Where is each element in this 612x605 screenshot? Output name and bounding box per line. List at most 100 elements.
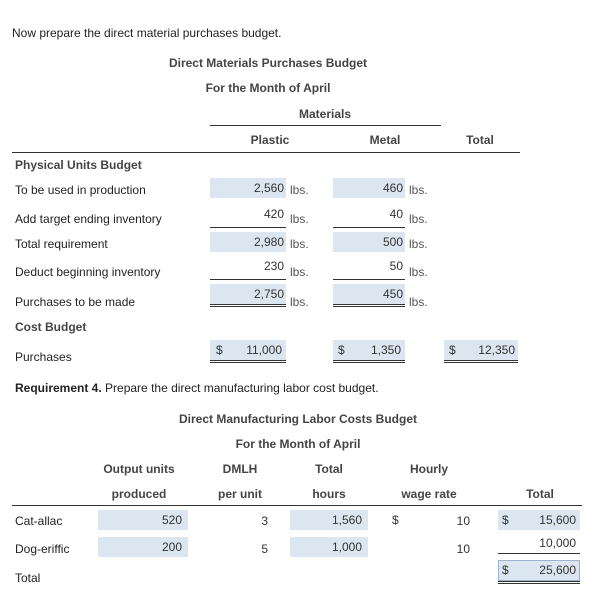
plastic-total-req-field[interactable] xyxy=(210,232,286,252)
double-underline xyxy=(210,304,286,307)
dogeriffic-units-field[interactable] xyxy=(98,537,188,557)
currency-symbol: $ xyxy=(338,343,345,357)
currency-symbol: $ xyxy=(502,513,509,527)
metal-cost-value: 1,350 xyxy=(370,343,401,357)
plastic-purchases-value: 2,750 xyxy=(253,287,284,301)
catallac-total-value: 15,600 xyxy=(539,513,576,527)
materials-budget-title: Direct Materials Purchases Budget xyxy=(168,56,368,70)
subtotal-line xyxy=(333,227,405,228)
unit-label: lbs. xyxy=(290,212,309,226)
metal-ending-value: 40 xyxy=(389,207,403,221)
intro-text: Now prepare the direct material purchase… xyxy=(12,26,282,40)
row-label: Total xyxy=(15,571,41,585)
catallac-total-field[interactable] xyxy=(498,510,580,530)
catallac-hours-value: 1,560 xyxy=(331,513,362,527)
labor-budget-subtitle: For the Month of April xyxy=(235,437,361,451)
row-label: Add target ending inventory xyxy=(15,212,162,226)
grand-total-value: 25,600 xyxy=(539,563,576,577)
metal-used-value: 460 xyxy=(382,181,403,195)
metal-total-req-field[interactable] xyxy=(333,232,405,252)
catallac-hours-field[interactable] xyxy=(290,510,368,530)
col-header-dmlh: DMLH xyxy=(222,462,258,476)
unit-label: lbs. xyxy=(290,237,309,251)
total-cost-field[interactable] xyxy=(444,340,518,360)
materials-group-header: Materials xyxy=(298,107,352,121)
plastic-beginning-value: 230 xyxy=(263,259,284,273)
col-header-metal: Metal xyxy=(369,133,401,147)
dogeriffic-hours-field[interactable] xyxy=(290,537,368,557)
col-header-total: Total xyxy=(466,133,494,147)
metal-purchases-value: 450 xyxy=(382,287,403,301)
dogeriffic-total-value: 10,000 xyxy=(539,536,576,550)
catallac-wage-value: 10 xyxy=(456,514,470,528)
unit-label: lbs. xyxy=(409,237,428,251)
currency-symbol: $ xyxy=(216,343,223,357)
col-header-produced: produced xyxy=(111,487,167,501)
double-underline xyxy=(498,581,580,584)
col-header-hourly: Hourly xyxy=(409,462,448,476)
col-header-output-units: Output units xyxy=(103,462,175,476)
double-underline xyxy=(333,360,405,363)
metal-cost-field[interactable] xyxy=(333,340,405,360)
row-label: Deduct beginning inventory xyxy=(15,265,161,279)
unit-label: lbs. xyxy=(409,212,428,226)
row-label: Purchases xyxy=(15,350,72,364)
row-label: Cat-allac xyxy=(15,514,63,528)
currency-symbol: $ xyxy=(449,343,456,357)
metal-total-req-value: 500 xyxy=(382,235,403,249)
metal-beginning-value: 50 xyxy=(389,259,403,273)
catallac-units-field[interactable] xyxy=(98,510,188,530)
row-label: Purchases to be made xyxy=(15,295,136,309)
subtotal-line xyxy=(333,279,405,280)
requirement-4-text: Requirement 4. Prepare the direct manufa… xyxy=(15,381,379,395)
double-underline xyxy=(210,360,286,363)
unit-label: lbs. xyxy=(409,265,428,279)
plastic-used-value: 2,560 xyxy=(253,181,284,195)
double-underline xyxy=(333,304,405,307)
row-label: Total requirement xyxy=(15,237,108,251)
subtotal-line xyxy=(498,553,580,554)
col-header-plastic: Plastic xyxy=(250,133,290,147)
dogeriffic-dmlh-value: 5 xyxy=(261,542,268,556)
metal-used-field[interactable] xyxy=(333,178,405,198)
catallac-units-value: 520 xyxy=(161,513,182,527)
currency-symbol: $ xyxy=(502,563,509,577)
plastic-purchases-field[interactable] xyxy=(210,284,286,304)
unit-label: lbs. xyxy=(290,183,309,197)
dogeriffic-units-value: 200 xyxy=(161,540,182,554)
section-physical-units: Physical Units Budget xyxy=(15,158,142,172)
metal-purchases-field[interactable] xyxy=(333,284,405,304)
subtotal-line xyxy=(210,279,286,280)
unit-label: lbs. xyxy=(409,295,428,309)
section-cost-budget: Cost Budget xyxy=(15,320,87,334)
unit-label: lbs. xyxy=(409,183,428,197)
double-underline xyxy=(444,360,518,363)
header-divider xyxy=(12,152,520,153)
grand-total-field[interactable] xyxy=(498,560,580,581)
dogeriffic-wage-value: 10 xyxy=(456,542,470,556)
row-label: Dog-eriffic xyxy=(15,542,70,556)
unit-label: lbs. xyxy=(290,265,309,279)
unit-label: lbs. xyxy=(290,295,309,309)
materials-budget-subtitle: For the Month of April xyxy=(205,81,331,95)
plastic-cost-field[interactable] xyxy=(210,340,286,360)
col-header-total-hours-1: Total xyxy=(315,462,343,476)
col-header-total-hours-2: hours xyxy=(312,487,346,501)
subtotal-line xyxy=(210,227,286,228)
requirement-4-instruction: Prepare the direct manufacturing labor c… xyxy=(101,381,379,395)
col-header-total-cost: Total xyxy=(526,487,554,501)
requirement-4-label: Requirement 4. xyxy=(15,381,102,395)
col-header-per-unit: per unit xyxy=(218,487,262,501)
labor-header-divider xyxy=(12,505,582,506)
col-header-wage-rate: wage rate xyxy=(401,487,457,501)
plastic-used-field[interactable] xyxy=(210,178,286,198)
materials-group-underline xyxy=(210,125,441,126)
dogeriffic-hours-value: 1,000 xyxy=(331,540,362,554)
plastic-total-req-value: 2,980 xyxy=(253,235,284,249)
plastic-cost-value: 11,000 xyxy=(246,343,282,357)
row-label: To be used in production xyxy=(15,183,146,197)
plastic-ending-value: 420 xyxy=(263,207,284,221)
labor-budget-title: Direct Manufacturing Labor Costs Budget xyxy=(178,412,417,426)
catallac-dmlh-value: 3 xyxy=(261,514,268,528)
total-cost-value: 12,350 xyxy=(478,343,515,357)
